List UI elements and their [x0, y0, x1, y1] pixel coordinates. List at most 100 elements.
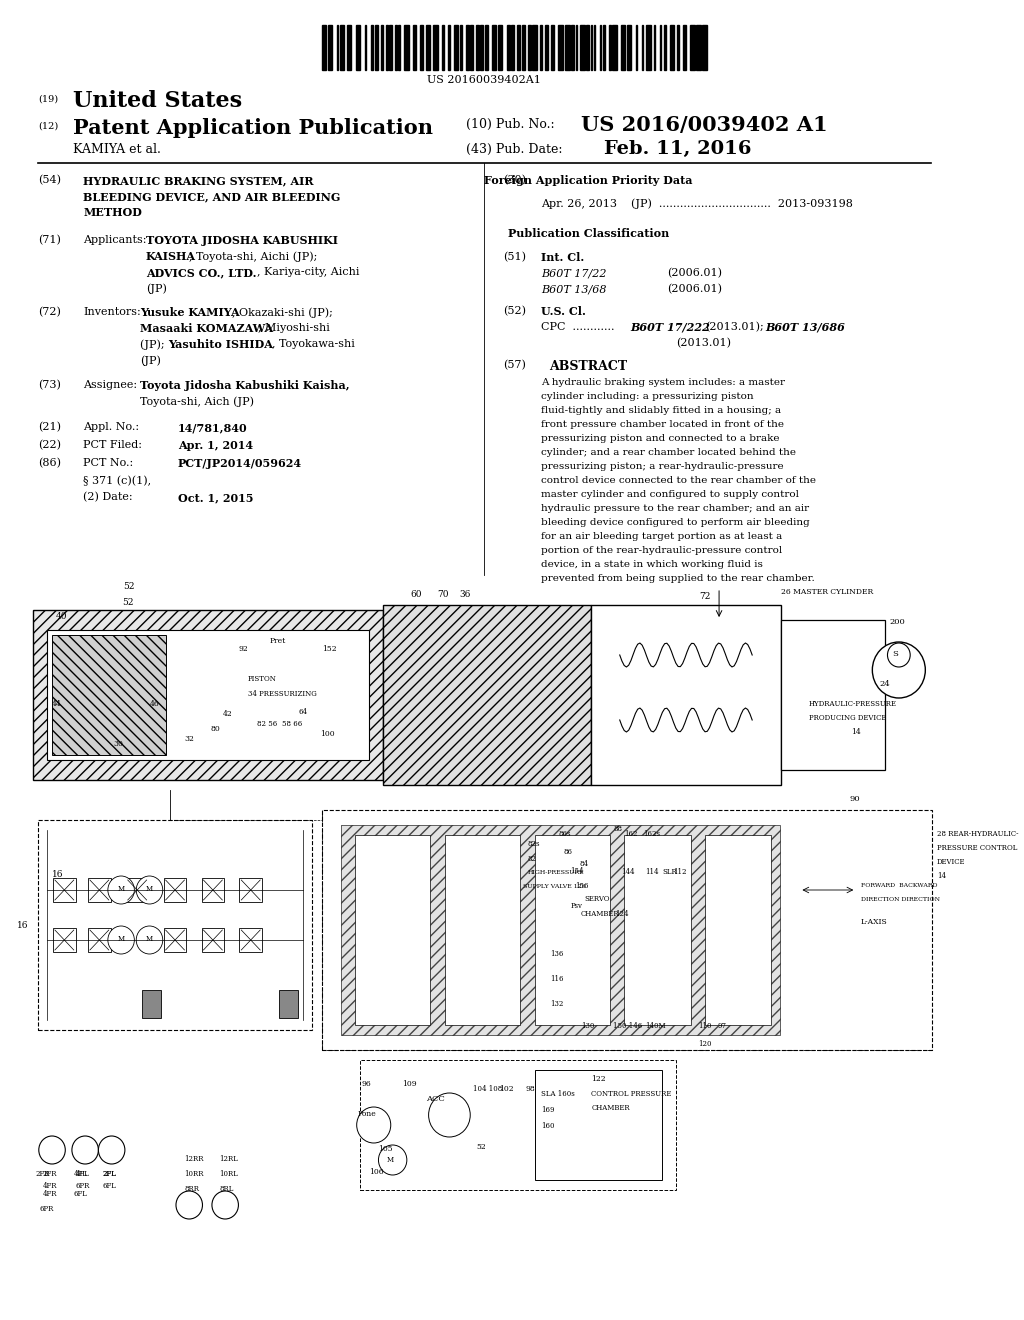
Text: BLEEDING DEVICE, AND AIR BLEEDING: BLEEDING DEVICE, AND AIR BLEEDING [83, 191, 341, 202]
Text: front pressure chamber located in front of the: front pressure chamber located in front … [542, 420, 784, 429]
Text: 40: 40 [55, 612, 68, 620]
Text: cylinder; and a rear chamber located behind the: cylinder; and a rear chamber located beh… [542, 447, 797, 457]
Bar [240, 878, 262, 902]
Bar [470, 25, 473, 70]
Bar [683, 25, 686, 70]
Text: 42: 42 [222, 710, 232, 718]
Text: § 371 (c)(1),: § 371 (c)(1), [83, 477, 152, 486]
Bar [460, 25, 462, 70]
Text: 10RR: 10RR [184, 1170, 204, 1177]
Bar [702, 25, 707, 70]
Text: , Okazaki-shi (JP);: , Okazaki-shi (JP); [231, 308, 333, 318]
Text: (22): (22) [38, 440, 60, 450]
Text: fluid-tightly and slidably fitted in a housing; a: fluid-tightly and slidably fitted in a h… [542, 407, 781, 414]
Text: 14: 14 [852, 729, 861, 737]
Text: 26 MASTER CYLINDER: 26 MASTER CYLINDER [780, 587, 872, 597]
Text: cylinder including: a pressurizing piston: cylinder including: a pressurizing pisto… [542, 392, 754, 401]
Text: Yusuke KAMIYA: Yusuke KAMIYA [140, 308, 240, 318]
Text: SLA 160s: SLA 160s [542, 1090, 574, 1098]
Bar [659, 25, 662, 70]
Text: (JP): (JP) [140, 355, 161, 366]
Text: 64: 64 [298, 708, 307, 715]
Text: DEVICE: DEVICE [937, 858, 966, 866]
Text: 52: 52 [476, 1143, 485, 1151]
Text: 70: 70 [437, 590, 449, 599]
Text: 86s: 86s [558, 830, 570, 838]
Text: 58 66: 58 66 [282, 719, 302, 729]
Text: 104 108: 104 108 [473, 1085, 503, 1093]
Text: 112: 112 [674, 869, 687, 876]
Bar [535, 836, 610, 1026]
Text: 8RL: 8RL [219, 1185, 233, 1193]
Text: , Miyoshi-shi: , Miyoshi-shi [258, 323, 330, 333]
Text: 4FL: 4FL [76, 1170, 89, 1177]
Text: 2FL: 2FL [102, 1170, 116, 1177]
Text: 4FR: 4FR [43, 1191, 57, 1199]
Bar [480, 25, 483, 70]
Text: 96: 96 [361, 1080, 371, 1088]
Text: (86): (86) [38, 458, 60, 469]
Text: Foreign Application Priority Data: Foreign Application Priority Data [484, 176, 693, 186]
Bar [322, 810, 932, 1049]
Bar [354, 836, 430, 1026]
Text: 162: 162 [625, 830, 638, 838]
Text: TOYOTA JIDOSHA KABUSHIKI: TOYOTA JIDOSHA KABUSHIKI [145, 235, 338, 246]
Text: 124: 124 [615, 909, 629, 917]
Text: 122: 122 [591, 1074, 606, 1082]
Text: bleeding device configured to perform air bleeding: bleeding device configured to perform ai… [542, 517, 810, 527]
Bar [371, 25, 374, 70]
Text: 98: 98 [525, 1085, 535, 1093]
Text: B60T 17/222: B60T 17/222 [630, 322, 710, 333]
Text: 82: 82 [527, 855, 536, 863]
Text: 8RR: 8RR [184, 1185, 200, 1193]
Circle shape [429, 1093, 470, 1137]
Text: (2006.01): (2006.01) [667, 268, 722, 279]
Text: 46: 46 [150, 700, 160, 708]
Bar [466, 25, 469, 70]
Text: Pone: Pone [357, 1110, 377, 1118]
Text: Int. Cl.: Int. Cl. [542, 252, 585, 263]
Text: ABSTRACT: ABSTRACT [550, 360, 628, 374]
Bar [426, 25, 430, 70]
Bar [386, 25, 388, 70]
Bar [398, 25, 399, 70]
Text: 86: 86 [564, 847, 572, 855]
Text: S: S [892, 649, 898, 657]
Text: (52): (52) [504, 306, 526, 317]
Text: Assignee:: Assignee: [83, 380, 137, 389]
Bar [88, 878, 111, 902]
Text: 52: 52 [123, 582, 134, 591]
Text: PRESSURE CONTROL: PRESSURE CONTROL [937, 843, 1017, 851]
Text: B60T 17/22: B60T 17/22 [542, 268, 606, 279]
Text: Patent Application Publication: Patent Application Publication [73, 117, 433, 139]
Bar [337, 25, 338, 70]
Text: 169: 169 [542, 1106, 555, 1114]
Text: 52: 52 [122, 598, 133, 607]
Bar [420, 25, 423, 70]
Text: B60T 13/68: B60T 13/68 [542, 284, 606, 294]
Text: 162s: 162s [643, 830, 660, 838]
Text: 6PR: 6PR [76, 1181, 90, 1191]
Bar [492, 25, 497, 70]
Bar [202, 878, 224, 902]
Text: KAMIYA et al.: KAMIYA et al. [73, 143, 161, 156]
Text: 136: 136 [551, 950, 564, 958]
Text: M: M [118, 935, 125, 942]
Bar [355, 25, 360, 70]
Text: (43) Pub. Date:: (43) Pub. Date: [466, 143, 562, 156]
Bar [433, 25, 437, 70]
Text: Yasuhito ISHIDA: Yasuhito ISHIDA [168, 339, 273, 350]
Bar [528, 25, 530, 70]
Text: 44: 44 [52, 700, 61, 708]
Text: SUPPLY VALVE 126: SUPPLY VALVE 126 [523, 884, 586, 888]
Bar [365, 25, 367, 70]
Text: HIGH-PRESSURE: HIGH-PRESSURE [528, 870, 585, 875]
Circle shape [108, 927, 134, 954]
Text: Masaaki KOMAZAWA: Masaaki KOMAZAWA [140, 323, 273, 334]
Bar [53, 928, 76, 952]
Bar [381, 25, 383, 70]
Text: US 20160039402A1: US 20160039402A1 [427, 75, 542, 84]
Text: (2) Date:: (2) Date: [83, 492, 133, 503]
Circle shape [136, 876, 163, 904]
Bar [670, 25, 675, 70]
